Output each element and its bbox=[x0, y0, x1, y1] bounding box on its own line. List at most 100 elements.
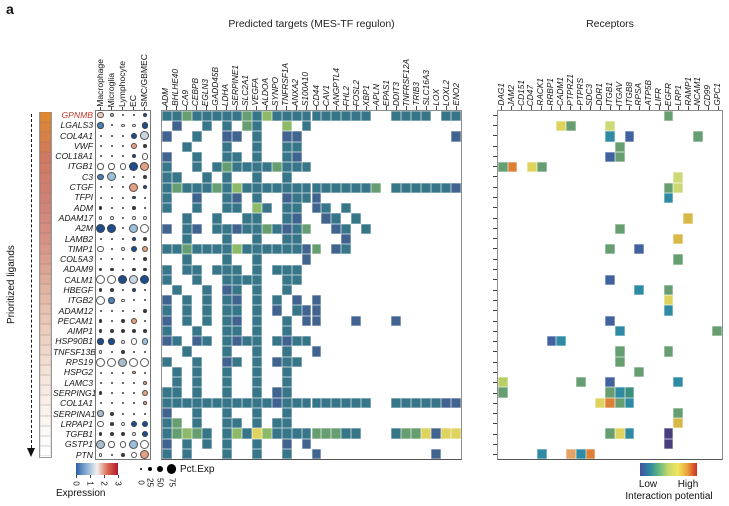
targets-heatmap-column-tick bbox=[275, 106, 277, 110]
dotplot-dot bbox=[110, 258, 113, 261]
targets-heatmap-cell bbox=[271, 336, 282, 347]
targets-heatmap-cell bbox=[191, 325, 202, 337]
targets-heatmap-cell bbox=[441, 397, 452, 408]
targets-heatmap-cell bbox=[251, 203, 262, 214]
targets-heatmap-cell bbox=[291, 295, 302, 306]
targets-heatmap-cell bbox=[281, 213, 292, 224]
receptors-heatmap-cell bbox=[546, 336, 557, 347]
ligand-label: TIMP1 bbox=[67, 243, 93, 254]
targets-heatmap-cell bbox=[261, 111, 272, 122]
targets-heatmap-cell bbox=[221, 315, 232, 326]
targets-heatmap-cell bbox=[221, 131, 232, 142]
targets-heatmap-cell bbox=[241, 213, 252, 224]
targets-heatmap-cell bbox=[281, 325, 292, 337]
dotplot-dot bbox=[97, 338, 104, 345]
targets-heatmap-cell bbox=[251, 346, 262, 357]
targets-heatmap-cell bbox=[241, 162, 252, 173]
targets-heatmap-cell bbox=[201, 315, 212, 326]
targets-heatmap-cell bbox=[231, 285, 242, 296]
expression-tick-mark bbox=[117, 475, 119, 478]
column-tick bbox=[100, 107, 102, 110]
targets-heatmap-cell bbox=[301, 182, 312, 193]
ligand-label: COL4A1 bbox=[60, 130, 93, 141]
dotplot-dot bbox=[131, 236, 136, 241]
targets-heatmap-column-tick bbox=[195, 106, 197, 110]
dotplot-dot bbox=[129, 162, 139, 172]
targets-heatmap-cell bbox=[441, 182, 452, 193]
targets-heatmap-cell bbox=[162, 387, 172, 398]
targets-heatmap-cell bbox=[251, 182, 262, 193]
targets-heatmap-cell bbox=[281, 274, 292, 285]
targets-heatmap-cell bbox=[221, 141, 232, 152]
dotplot-dot bbox=[140, 223, 150, 233]
ligand-label: LAMB2 bbox=[64, 233, 93, 244]
targets-heatmap-cell bbox=[171, 366, 182, 378]
ligand-label: CALM1 bbox=[64, 274, 93, 285]
receptors-heatmap-column-tick bbox=[717, 106, 719, 110]
receptors-heatmap-row-tick bbox=[493, 423, 497, 425]
ligand-label: COL18A1 bbox=[55, 151, 93, 162]
expression-tick-label: 3 bbox=[113, 481, 123, 486]
targets-heatmap-cell bbox=[301, 305, 312, 316]
dotplot-dot bbox=[98, 452, 103, 457]
dotplot-dot bbox=[143, 401, 147, 406]
targets-heatmap-cell bbox=[231, 264, 242, 275]
ligand-priority-cell bbox=[40, 364, 51, 376]
column-tick bbox=[111, 107, 113, 110]
ligand-priority-cell bbox=[40, 233, 51, 244]
targets-heatmap-cell bbox=[411, 397, 422, 408]
targets-heatmap-column-tick bbox=[446, 106, 448, 110]
dotplot-dot bbox=[141, 245, 149, 253]
targets-heatmap-cell bbox=[181, 233, 192, 245]
targets-heatmap-column-tick bbox=[386, 106, 388, 110]
targets-heatmap-cell bbox=[261, 223, 272, 234]
receptors-heatmap-cell bbox=[614, 387, 625, 398]
targets-heatmap-column-label: FHL2 bbox=[340, 85, 351, 106]
targets-heatmap-column-tick bbox=[285, 106, 287, 110]
receptors-heatmap-cell bbox=[624, 387, 635, 398]
targets-heatmap-cell bbox=[451, 182, 461, 193]
targets-heatmap-cell bbox=[171, 397, 182, 408]
receptors-heatmap-cell bbox=[634, 366, 645, 378]
receptors-heatmap-row-tick bbox=[493, 124, 497, 126]
targets-heatmap-cell bbox=[251, 131, 262, 142]
expression-legend-label: Expression bbox=[56, 488, 106, 499]
targets-heatmap-cell bbox=[181, 254, 192, 265]
targets-heatmap-cell bbox=[201, 305, 212, 316]
targets-heatmap-cell bbox=[421, 111, 432, 122]
targets-heatmap-column-label: LDHA bbox=[220, 83, 231, 106]
receptors-heatmap-row-tick bbox=[493, 310, 497, 312]
targets-heatmap-cell bbox=[391, 315, 402, 326]
dotplot-dot bbox=[107, 223, 117, 233]
receptors-heatmap-cell bbox=[614, 223, 625, 234]
targets-heatmap-cell bbox=[391, 182, 402, 193]
receptors-heatmap-cell bbox=[536, 448, 547, 459]
targets-heatmap-column-label: CA9 bbox=[180, 89, 191, 106]
dotplot-dot bbox=[121, 289, 124, 292]
receptors-heatmap-row-tick bbox=[493, 361, 497, 363]
dotplot-dot bbox=[131, 123, 136, 128]
receptors-heatmap-cell bbox=[605, 387, 615, 398]
ligand-priority-cell bbox=[40, 385, 51, 396]
receptors-heatmap-cell bbox=[556, 121, 567, 132]
targets-heatmap-cell bbox=[181, 397, 192, 408]
ligand-priority-cell bbox=[40, 354, 51, 365]
pct-exp-legend-label: Pct.Exp bbox=[180, 464, 215, 475]
targets-heatmap-cell bbox=[261, 244, 272, 255]
receptors-heatmap-cell bbox=[663, 111, 674, 122]
receptors-heatmap-column-label: GPC1 bbox=[712, 83, 723, 106]
targets-heatmap-cell bbox=[431, 397, 442, 408]
receptors-heatmap-row-tick bbox=[493, 238, 497, 240]
dotplot-dot bbox=[131, 267, 136, 272]
targets-heatmap-cell bbox=[281, 203, 292, 214]
receptors-heatmap-cell bbox=[575, 377, 586, 388]
dotplot-dot bbox=[143, 308, 147, 313]
targets-heatmap-cell bbox=[291, 428, 302, 439]
ligand-priority-cell bbox=[40, 253, 51, 264]
targets-heatmap-cell bbox=[191, 203, 202, 214]
targets-heatmap-cell bbox=[271, 387, 282, 398]
ligand-label: CTGF bbox=[69, 182, 93, 193]
targets-heatmap-cell bbox=[451, 397, 461, 408]
targets-heatmap-column-tick bbox=[396, 106, 398, 110]
targets-heatmap-cell bbox=[191, 162, 202, 173]
